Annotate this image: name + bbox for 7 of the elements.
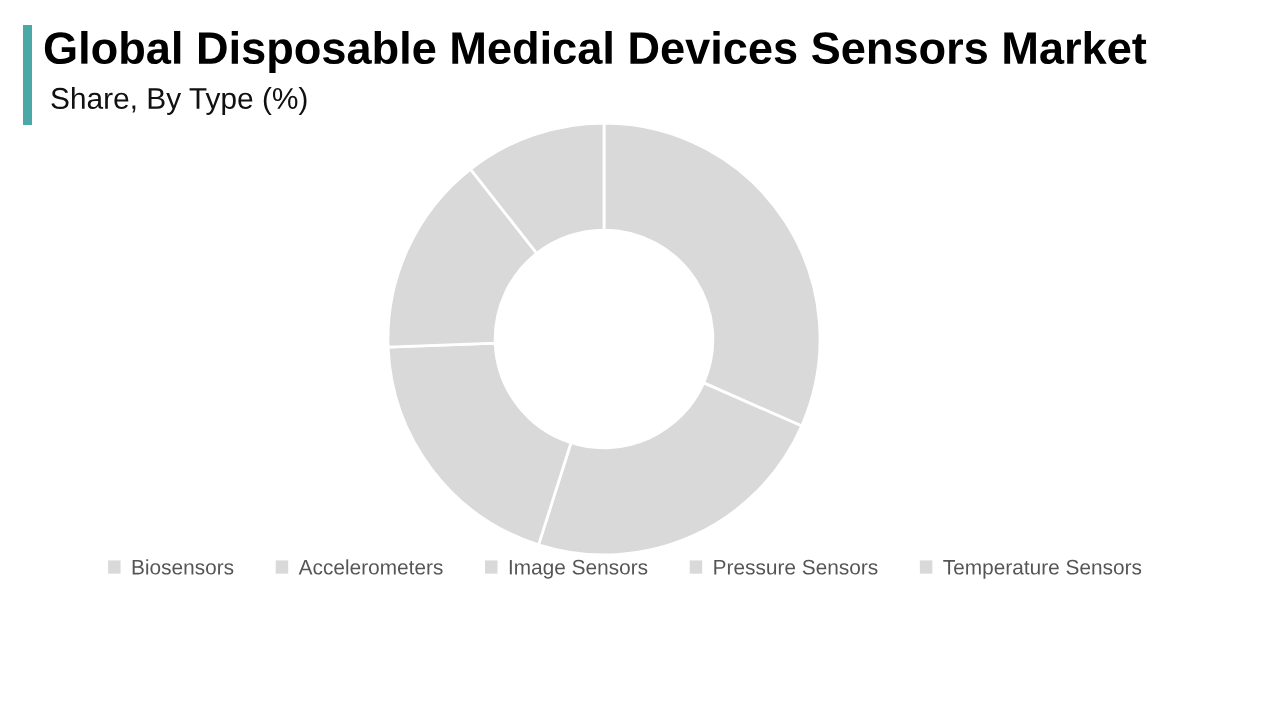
chart-subtitle: Share, By Type (%) bbox=[51, 87, 307, 115]
legend-label: Accelerometers bbox=[298, 559, 443, 575]
legend-label: Image Sensors bbox=[509, 559, 648, 579]
legend-label: Temperature Sensors bbox=[943, 559, 1142, 579]
legend-label: Pressure Sensors bbox=[714, 559, 878, 575]
legend-label: Biosensors bbox=[132, 559, 234, 575]
chart-title: Global Disposable Medical Devices Sensors Market bbox=[44, 30, 1147, 74]
